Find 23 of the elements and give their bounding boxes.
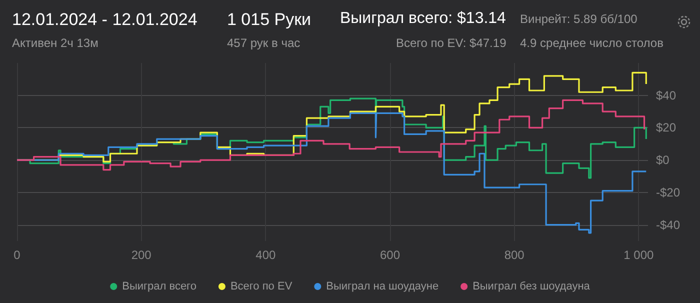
y-tick-label: $0 — [656, 153, 670, 168]
text: 12.01.2024 - 12.01.2024 — [12, 10, 198, 30]
y-tick-label: $20 — [656, 120, 676, 135]
text: Винрейт: 5.89 бб/100 — [520, 12, 638, 26]
legend-label: Выиграл без шоудауна — [472, 280, 591, 292]
x-tick-label: 800 — [504, 248, 525, 262]
y-tick-label: -$40 — [656, 218, 680, 232]
x-tick-label: 0 — [14, 248, 21, 262]
legend-label: Всего по EV — [230, 280, 293, 292]
text: Всего по EV: $47.19 — [396, 36, 506, 50]
y-tick-label: -$20 — [656, 185, 680, 200]
legend-label: Выиграл на шоудауне — [326, 280, 439, 292]
x-tick-label: 600 — [380, 248, 400, 262]
text: Активен 2ч 13м — [12, 36, 98, 50]
text: 1 015 Руки — [227, 10, 312, 30]
y-tick-label: $40 — [656, 88, 676, 102]
x-tick-label: 400 — [256, 248, 276, 262]
x-tick-label: 1 000 — [624, 248, 654, 262]
text: 4.9 среднее число столов — [520, 36, 664, 50]
text: Выиграл всего: $13.14 — [340, 10, 506, 28]
text: 457 рук в час — [227, 36, 300, 50]
legend-label: Выиграл всего — [122, 280, 196, 292]
x-tick-label: 200 — [131, 248, 152, 262]
